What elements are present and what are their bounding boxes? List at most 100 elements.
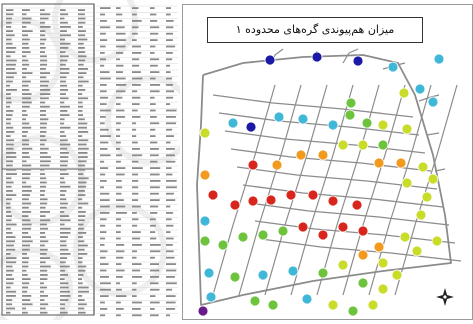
- illegible-cell-text: [78, 290, 89, 293]
- illegible-cell-text: [132, 256, 137, 259]
- illegible-cell-text: [166, 180, 177, 182]
- illegible-cell-text: [40, 261, 46, 264]
- illegible-cell-text: [166, 288, 172, 291]
- illegible-cell-text: [132, 282, 137, 285]
- illegible-cell-text: [40, 51, 45, 53]
- illegible-cell-text: [166, 77, 173, 80]
- illegible-cell-text: [150, 90, 160, 93]
- illegible-cell-text: [116, 13, 123, 16]
- illegible-cell-text: [40, 30, 46, 32]
- illegible-cell-text: [116, 154, 123, 157]
- illegible-cell-text: [22, 97, 31, 100]
- illegible-cell-text: [40, 168, 45, 171]
- illegible-cell-text: [116, 90, 126, 93]
- illegible-cell-text: [150, 135, 156, 137]
- illegible-cell-text: [150, 26, 160, 29]
- illegible-cell-text: [100, 7, 111, 9]
- node-marker-light-blue: [414, 83, 426, 95]
- illegible-cell-text: [116, 84, 127, 86]
- node-marker-light-blue: [301, 293, 313, 305]
- illegible-cell-text: [6, 47, 17, 49]
- illegible-cell-text: [100, 32, 106, 35]
- illegible-cell-text: [78, 198, 83, 201]
- illegible-cell-text: [132, 128, 137, 131]
- illegible-cell-text: [40, 160, 51, 163]
- illegible-cell-text: [40, 303, 49, 306]
- illegible-cell-text: [40, 59, 48, 62]
- illegible-cell-text: [6, 253, 11, 255]
- illegible-cell-text: [60, 307, 65, 310]
- illegible-cell-text: [40, 97, 49, 100]
- illegible-cell-text: [22, 236, 31, 238]
- illegible-cell-text: [40, 80, 50, 83]
- illegible-cell-text: [166, 20, 174, 22]
- illegible-cell-text: [150, 282, 159, 285]
- illegible-cell-text: [100, 26, 111, 29]
- illegible-cell-text: [78, 84, 83, 87]
- illegible-cell-text: [40, 278, 48, 280]
- illegible-cell-text: [100, 128, 109, 131]
- illegible-cell-text: [132, 180, 139, 182]
- illegible-cell-text: [78, 223, 84, 226]
- illegible-cell-text: [78, 202, 89, 205]
- illegible-cell-text: [6, 118, 12, 121]
- illegible-cell-text: [78, 93, 83, 95]
- illegible-cell-text: [6, 89, 17, 91]
- illegible-cell-text: [22, 93, 32, 95]
- illegible-cell-text: [132, 288, 137, 291]
- illegible-cell-text: [60, 139, 68, 142]
- node-marker-red: [247, 195, 259, 207]
- illegible-cell-text: [150, 160, 158, 163]
- illegible-cell-text: [22, 206, 29, 209]
- illegible-cell-text: [116, 71, 123, 73]
- illegible-cell-text: [166, 84, 173, 86]
- illegible-cell-text: [166, 13, 171, 16]
- illegible-cell-text: [6, 282, 14, 285]
- node-marker-red: [337, 221, 349, 233]
- illegible-cell-text: [40, 55, 47, 58]
- illegible-cell-text: [132, 160, 139, 163]
- illegible-cell-text: [116, 141, 121, 144]
- illegible-cell-text: [166, 308, 176, 310]
- illegible-cell-text: [22, 164, 32, 167]
- illegible-cell-text: [132, 58, 140, 61]
- node-marker-yellow-green: [431, 235, 443, 247]
- illegible-cell-text: [60, 143, 71, 146]
- illegible-cell-text: [6, 147, 14, 150]
- node-marker-red: [247, 159, 259, 171]
- illegible-cell-text: [78, 181, 87, 184]
- illegible-cell-text: [22, 17, 32, 20]
- illegible-cell-text: [60, 76, 67, 79]
- illegible-cell-text: [60, 299, 69, 301]
- illegible-cell-text: [6, 156, 17, 158]
- illegible-cell-text: [116, 263, 122, 265]
- illegible-cell-text: [60, 269, 66, 272]
- illegible-cell-text: [78, 232, 87, 234]
- illegible-cell-text: [100, 301, 105, 304]
- illegible-cell-text: [22, 63, 30, 66]
- illegible-cell-text: [100, 269, 107, 272]
- illegible-cell-text: [166, 45, 176, 48]
- illegible-cell-text: [40, 68, 46, 70]
- illegible-cell-text: [22, 240, 33, 243]
- illegible-cell-text: [22, 181, 27, 184]
- illegible-cell-text: [116, 308, 124, 310]
- illegible-cell-text: [132, 199, 139, 201]
- illegible-cell-text: [60, 265, 70, 268]
- illegible-cell-text: [132, 13, 137, 16]
- illegible-cell-text: [116, 7, 121, 9]
- illegible-cell-text: [40, 72, 50, 74]
- node-marker-yellow-green: [377, 283, 389, 295]
- illegible-cell-text: [78, 269, 86, 272]
- illegible-cell-text: [60, 274, 68, 276]
- illegible-cell-text: [6, 72, 17, 74]
- illegible-cell-text: [22, 295, 32, 297]
- illegible-cell-text: [22, 38, 30, 41]
- illegible-cell-text: [78, 177, 89, 180]
- illegible-cell-text: [150, 103, 156, 105]
- illegible-cell-text: [40, 307, 46, 310]
- illegible-cell-text: [100, 205, 110, 208]
- illegible-cell-text: [60, 118, 65, 121]
- illegible-cell-text: [78, 34, 86, 37]
- illegible-cell-text: [116, 116, 126, 118]
